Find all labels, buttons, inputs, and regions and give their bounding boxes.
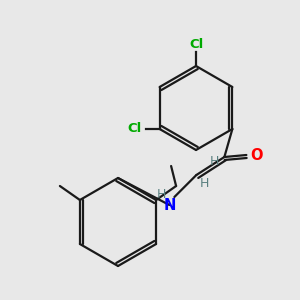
Text: Cl: Cl [189,38,203,50]
Text: H: H [200,176,209,190]
Text: H: H [210,154,219,167]
Text: O: O [250,148,262,163]
Text: H: H [157,188,166,200]
Text: N: N [163,197,176,212]
Text: Cl: Cl [128,122,142,136]
